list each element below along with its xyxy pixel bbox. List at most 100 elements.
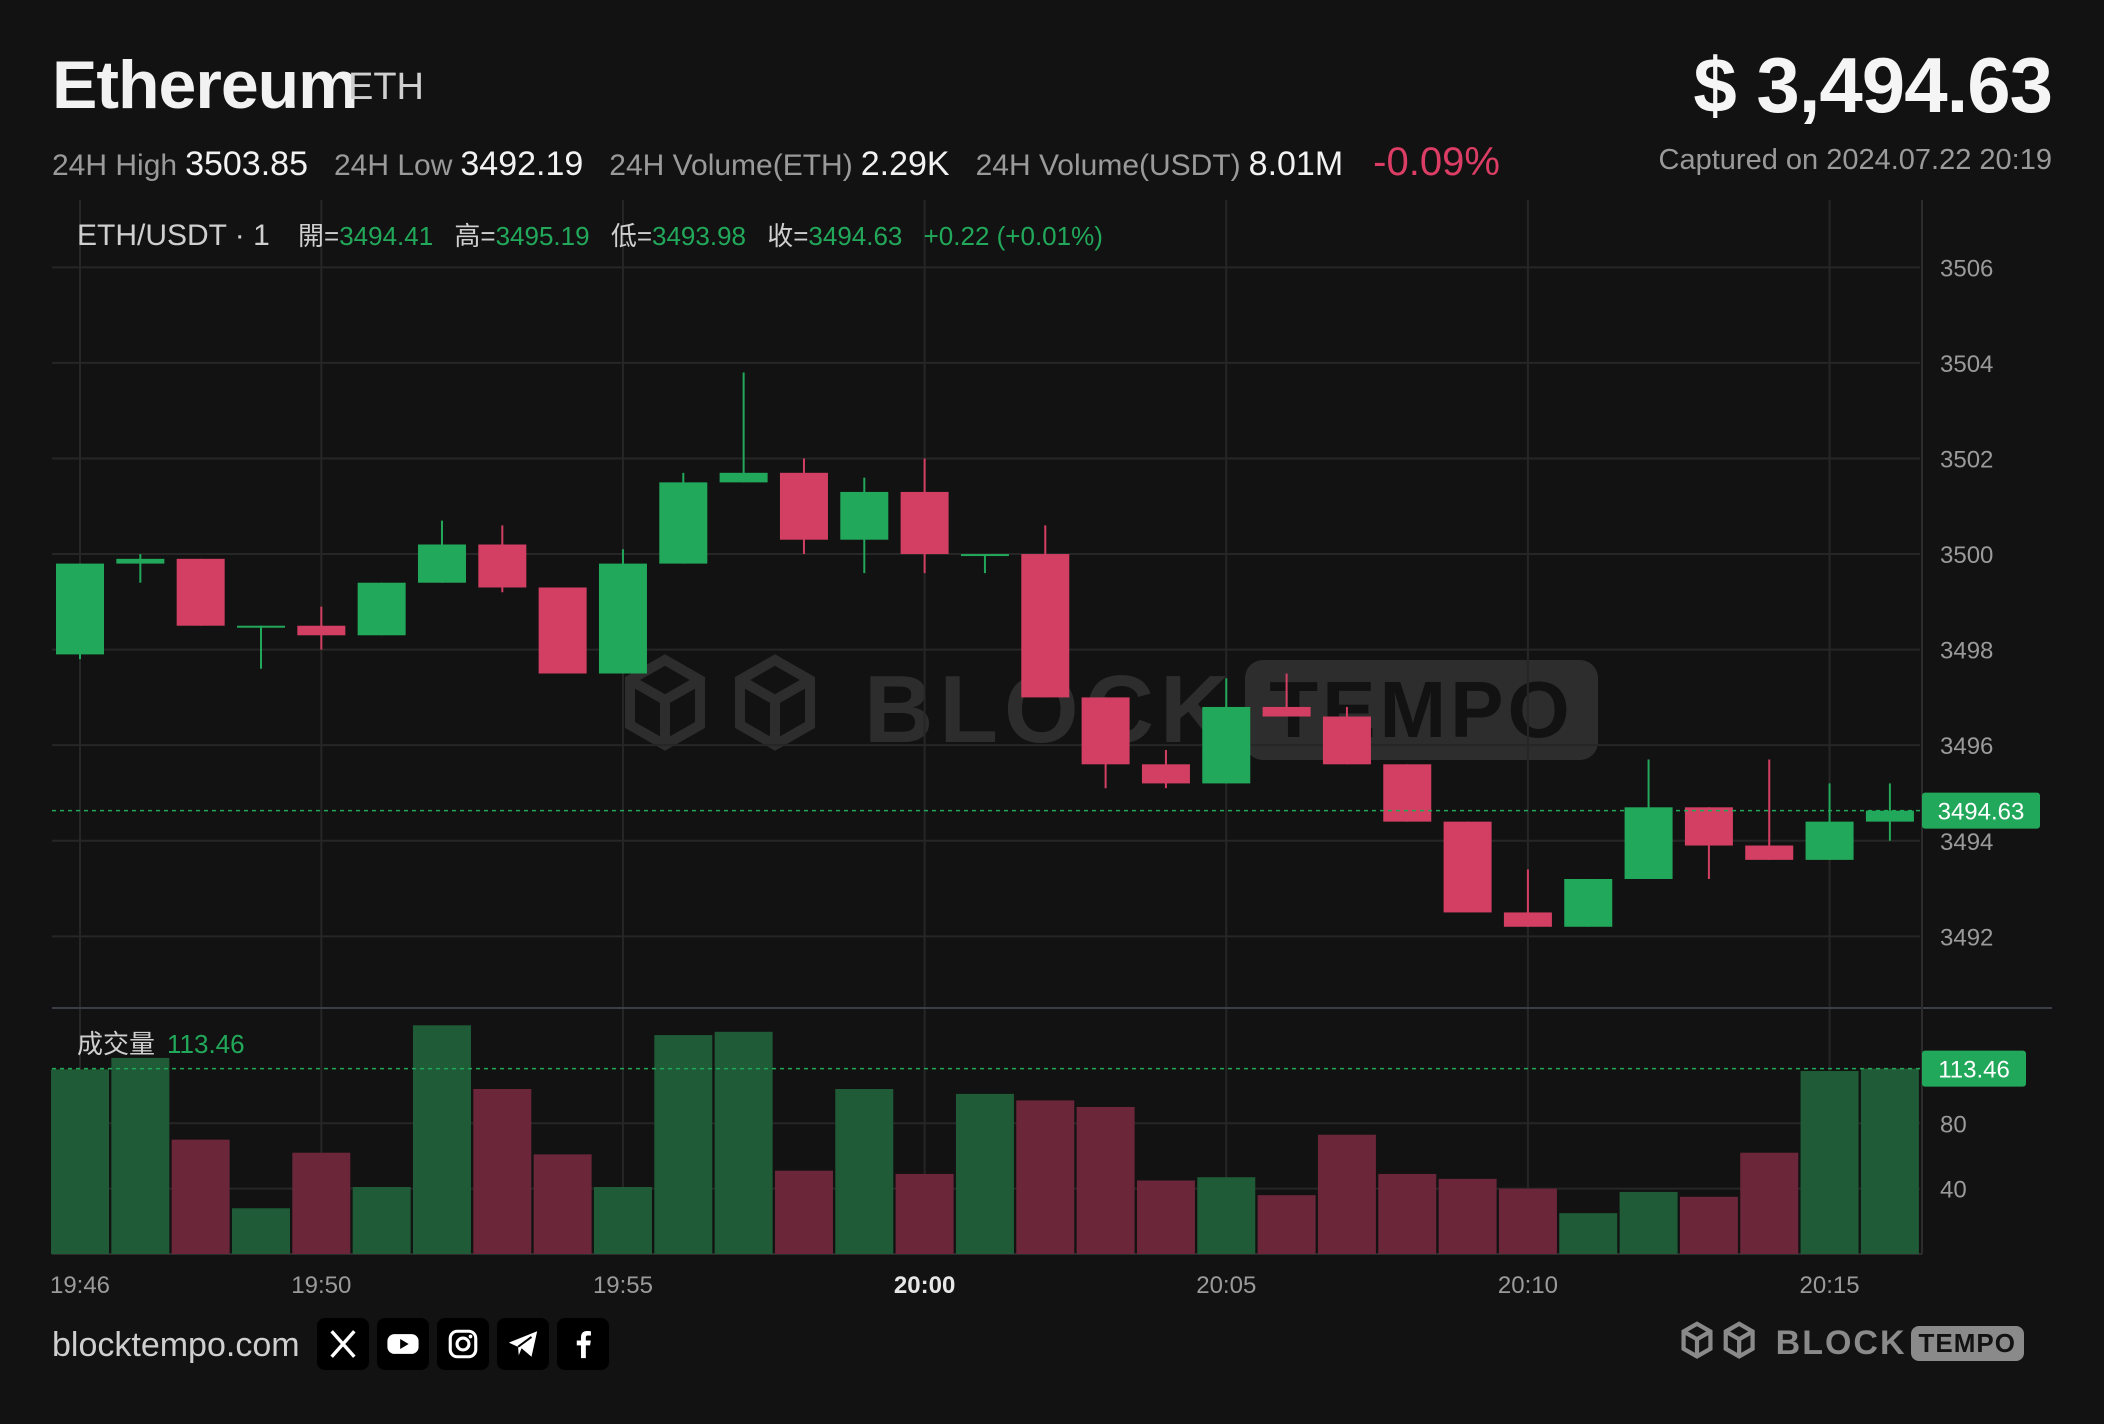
time-tick-label: 20:05 <box>1196 1272 1256 1299</box>
low-value: 3493.98 <box>652 221 746 251</box>
candle-body <box>1865 810 1914 822</box>
volume-bar <box>1317 1134 1376 1254</box>
volume-value: 113.46 <box>167 1029 245 1059</box>
change-percent: -0.09% <box>1373 140 1500 184</box>
candles <box>56 372 1914 927</box>
candle-body <box>1745 845 1794 860</box>
candle-body <box>1564 878 1613 927</box>
candle-body <box>1081 697 1130 765</box>
last-price-tag-label: 3494.63 <box>1938 799 2025 826</box>
volume-bar <box>1498 1188 1557 1254</box>
volume-bar <box>714 1031 773 1254</box>
volume-bar <box>1740 1152 1799 1254</box>
price-tick-label: 3492 <box>1940 924 1993 951</box>
candle-body <box>598 563 647 674</box>
youtube-icon[interactable] <box>377 1318 429 1370</box>
candle-body <box>900 491 949 555</box>
cube-logo-icon <box>625 654 815 751</box>
candle-body <box>960 554 1009 557</box>
close-value: 3494.63 <box>808 221 902 251</box>
volume-bar <box>111 1057 170 1254</box>
watermark-logo: BLOCK TEMPO <box>610 650 1598 770</box>
facebook-icon[interactable] <box>557 1318 609 1370</box>
time-tick-label: 20:15 <box>1800 1272 1860 1299</box>
time-tick-label: 19:55 <box>593 1272 653 1299</box>
candle-body <box>417 544 466 583</box>
volume-eth-label: 24H Volume(ETH) <box>609 149 853 182</box>
price-tick-label: 3494 <box>1940 829 1993 856</box>
close-label: 收= <box>767 221 808 251</box>
change-value: +0.22 (+0.01%) <box>924 221 1103 251</box>
price-tick-label: 3504 <box>1940 351 1993 378</box>
volume-bar <box>955 1093 1014 1254</box>
volume-bar <box>1800 1071 1859 1254</box>
volume-bar <box>1438 1178 1497 1254</box>
time-tick-label: 19:50 <box>291 1272 351 1299</box>
footer-site-link[interactable]: blocktempo.com <box>52 1326 300 1364</box>
candle-body <box>1624 807 1673 879</box>
price-tick-label: 3496 <box>1940 733 1993 760</box>
open-value: 3494.41 <box>339 221 433 251</box>
candle-body <box>1141 764 1190 784</box>
candle-body <box>116 558 165 564</box>
captured-timestamp: Captured on 2024.07.22 20:19 <box>1658 144 2052 176</box>
current-price: $ 3,494.63 <box>1693 41 2053 129</box>
volume-bar <box>473 1088 532 1254</box>
pair-label: ETH/USDT · 1 <box>77 219 270 252</box>
low-label: 低= <box>611 221 652 251</box>
stats-bar: 24H High 3503.85 24H Low 3492.19 24H Vol… <box>52 140 1500 185</box>
volume-bar <box>1860 1068 1919 1254</box>
time-tick-label: 19:46 <box>50 1272 110 1299</box>
x-icon[interactable] <box>317 1318 369 1370</box>
volume-bar <box>533 1154 592 1254</box>
price-tick-label: 3506 <box>1940 255 1993 282</box>
candle-body <box>176 558 225 626</box>
axes: 3506 3504 3502 3500 3498 3496 3494 3492 80 40 19:4… <box>50 255 2040 1299</box>
volume-label: 成交量 <box>77 1029 155 1059</box>
telegram-icon[interactable] <box>497 1318 549 1370</box>
volume-bar <box>654 1035 713 1254</box>
volume-usdt-value: 8.01M <box>1248 145 1344 183</box>
volume-usdt-label: 24H Volume(USDT) <box>975 149 1241 182</box>
candle-body <box>56 563 104 655</box>
cube-logo-icon <box>1681 1321 1755 1359</box>
time-tick-label: 20:00 <box>894 1272 955 1299</box>
candle-body <box>1805 821 1854 860</box>
price-tick-label: 3500 <box>1940 542 1993 569</box>
candle-body <box>236 625 285 628</box>
candle-body <box>840 491 889 540</box>
high-label: 24H High <box>52 149 178 182</box>
candlestick-chart: 3506 3504 3502 3500 3498 3496 3494 3492 80 40 19:4… <box>50 200 2052 1299</box>
candle-body <box>1202 706 1251 784</box>
high-value: 3495.19 <box>496 221 590 251</box>
candle-body <box>1684 807 1733 846</box>
volume-bar <box>835 1088 894 1254</box>
candle-body <box>357 582 406 636</box>
coin-name: Ethereum <box>52 47 359 123</box>
volume-bar <box>593 1187 652 1254</box>
candle-body <box>659 482 708 564</box>
candle-body <box>538 587 587 674</box>
volume-bar <box>895 1173 954 1254</box>
volume-bars <box>51 1025 1919 1254</box>
ohlc-legend: 開=3494.41 高=3495.19 低=3493.98 收=3494.63 … <box>298 221 1103 251</box>
candle-body <box>1021 554 1070 698</box>
brand-logo: BLOCK TEMPO <box>1674 1320 2024 1366</box>
high-value: 3503.85 <box>185 145 308 183</box>
candle-body <box>1443 821 1492 913</box>
volume-bar <box>1197 1177 1256 1254</box>
volume-bar <box>51 1069 109 1254</box>
instagram-icon[interactable] <box>437 1318 489 1370</box>
candle-body <box>779 472 828 540</box>
volume-bar <box>1076 1106 1135 1254</box>
candle-body <box>1503 912 1552 927</box>
volume-bar <box>412 1025 471 1254</box>
candle-body <box>1322 716 1371 765</box>
volume-bar <box>1016 1100 1075 1254</box>
candle-body <box>297 625 346 636</box>
candle-body <box>719 472 768 483</box>
volume-tick-label: 80 <box>1940 1111 1967 1138</box>
last-price-tag <box>1922 792 2040 829</box>
coin-symbol: ETH <box>348 66 424 108</box>
volume-bar <box>1619 1191 1678 1254</box>
